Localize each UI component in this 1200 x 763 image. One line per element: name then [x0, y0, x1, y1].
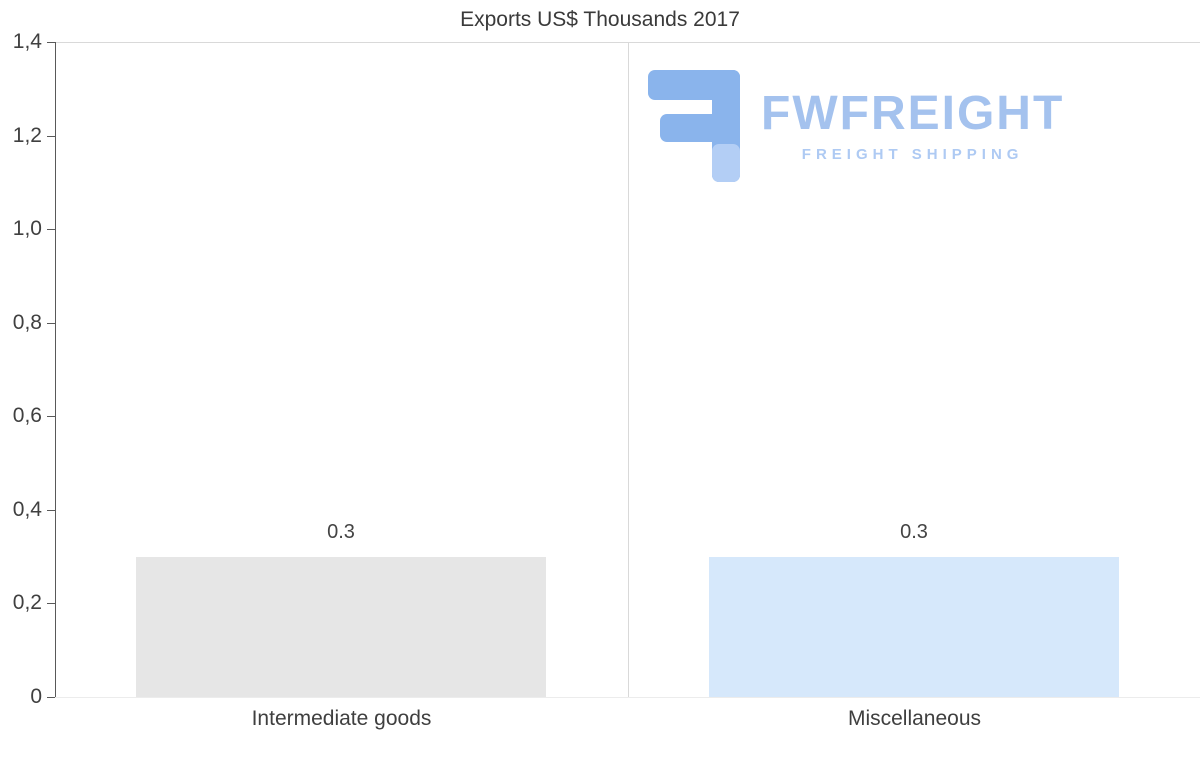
y-axis-label: 1,2 — [12, 123, 42, 147]
chart-title: Exports US$ Thousands 2017 — [460, 8, 740, 31]
y-axis-tick — [47, 416, 55, 418]
bar-value-label: 0.3 — [900, 521, 928, 543]
y-axis-tick — [47, 135, 55, 137]
fwfreight-wordmark-block: FWFREIGHT FREIGHT SHIPPING — [761, 87, 1065, 164]
y-axis-tick — [47, 509, 55, 511]
y-axis-line — [55, 42, 56, 698]
y-axis-label: 0,4 — [12, 497, 42, 521]
category-gridline — [628, 42, 629, 697]
fwfreight-logo-icon — [648, 70, 740, 182]
y-axis-tick — [47, 42, 55, 43]
y-axis-label: 0 — [30, 685, 42, 708]
x-axis-line — [55, 697, 1200, 698]
y-axis-label: 0,8 — [12, 310, 42, 334]
watermark-logo: FWFREIGHT FREIGHT SHIPPING — [648, 70, 1064, 183]
y-axis-tick — [47, 603, 55, 605]
fwfreight-tagline: FREIGHT SHIPPING — [801, 146, 1024, 163]
bar-value-label: 0.3 — [327, 521, 355, 543]
y-axis-label: 1,4 — [12, 30, 42, 53]
y-axis-tick — [47, 697, 55, 698]
bar-intermediate-goods — [136, 557, 546, 697]
x-axis-label-miscellaneous: Miscellaneous — [847, 707, 982, 730]
y-axis-label: 1,0 — [12, 217, 42, 241]
x-axis-label-intermediate-goods: Intermediate goods — [251, 707, 432, 730]
y-axis-tick — [47, 322, 55, 324]
plot-top-border — [55, 42, 1200, 43]
y-axis-label: 0,6 — [12, 404, 42, 428]
bar-miscellaneous — [709, 557, 1119, 697]
fwfreight-wordmark: FWFREIGHT — [761, 87, 1065, 140]
y-axis-tick — [47, 229, 55, 231]
y-axis-label: 0,2 — [12, 591, 42, 615]
